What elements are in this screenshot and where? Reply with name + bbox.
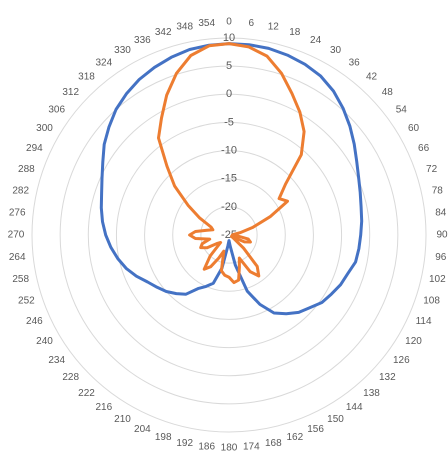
grid-ring-1 — [200, 206, 258, 264]
angle-label-5: 30 — [330, 45, 342, 56]
angle-label-8: 48 — [382, 87, 394, 98]
angle-label-50: 300 — [36, 123, 53, 134]
angle-label-24: 144 — [346, 402, 363, 413]
angle-label-1: 6 — [249, 18, 255, 29]
angle-label-18: 108 — [423, 295, 440, 306]
angle-label-36: 216 — [95, 402, 112, 413]
angle-label-59: 354 — [198, 18, 215, 29]
angle-label-15: 90 — [436, 230, 448, 241]
angle-label-49: 294 — [26, 143, 43, 154]
angle-label-48: 288 — [18, 164, 35, 175]
radial-label-4: -5 — [224, 116, 234, 128]
series-group — [99, 42, 364, 316]
angle-label-56: 336 — [134, 35, 151, 46]
angle-label-10: 60 — [408, 123, 420, 134]
angle-label-51: 306 — [48, 104, 65, 115]
angle-label-41: 246 — [26, 316, 43, 327]
radial-label-6: 5 — [226, 60, 232, 72]
angle-label-33: 198 — [155, 432, 172, 443]
angle-label-37: 222 — [78, 388, 95, 399]
angle-label-42: 252 — [18, 295, 35, 306]
series-line-0 — [99, 42, 364, 316]
angle-label-21: 126 — [393, 355, 410, 366]
angle-label-52: 312 — [62, 87, 79, 98]
angle-label-7: 42 — [366, 71, 378, 82]
angle-label-31: 186 — [198, 441, 215, 452]
angle-label-44: 264 — [9, 252, 26, 263]
angle-label-19: 114 — [416, 316, 432, 327]
radial-label-7: 10 — [223, 32, 235, 44]
angle-label-47: 282 — [12, 185, 29, 196]
angle-label-30: 180 — [221, 443, 238, 454]
angle-label-40: 240 — [36, 336, 53, 347]
angle-label-11: 66 — [418, 143, 430, 154]
angle-label-45: 270 — [8, 230, 25, 241]
angle-label-32: 192 — [176, 438, 193, 449]
angle-label-46: 276 — [9, 207, 26, 218]
radial-label-2: -15 — [221, 173, 237, 185]
angle-label-43: 258 — [12, 274, 29, 285]
angle-label-26: 156 — [307, 424, 324, 435]
angle-label-29: 174 — [243, 441, 260, 452]
grid-ring-3 — [144, 150, 314, 320]
angle-label-54: 324 — [95, 57, 112, 68]
angle-label-28: 168 — [265, 438, 282, 449]
angle-label-25: 150 — [327, 414, 344, 425]
angle-label-23: 138 — [363, 388, 380, 399]
angle-label-57: 342 — [155, 27, 172, 38]
angle-label-38: 228 — [62, 372, 79, 383]
angle-label-53: 318 — [78, 71, 95, 82]
angle-label-39: 234 — [48, 355, 65, 366]
series-line-1 — [157, 42, 306, 285]
angle-label-2: 12 — [268, 21, 280, 32]
grid-ring-5 — [87, 93, 371, 377]
angle-label-9: 54 — [396, 104, 408, 115]
angle-label-13: 78 — [432, 185, 444, 196]
radial-grid — [31, 37, 427, 433]
angle-label-17: 102 — [429, 274, 446, 285]
radial-label-1: -20 — [221, 201, 237, 213]
angle-label-14: 84 — [435, 207, 447, 218]
radial-label-5: 0 — [226, 88, 232, 100]
grid-ring-2 — [172, 178, 286, 292]
angle-label-22: 132 — [379, 372, 396, 383]
angle-label-58: 348 — [176, 21, 193, 32]
angle-label-16: 96 — [435, 252, 447, 263]
angle-label-27: 162 — [286, 432, 303, 443]
angle-label-12: 72 — [426, 164, 438, 175]
angle-label-34: 204 — [134, 424, 151, 435]
radial-label-3: -10 — [221, 145, 237, 157]
grid-ring-7 — [31, 37, 427, 433]
angle-label-3: 18 — [289, 27, 301, 38]
angle-label-20: 120 — [405, 336, 422, 347]
angle-label-35: 210 — [114, 414, 131, 425]
angle-label-4: 24 — [310, 35, 322, 46]
grid-ring-6 — [59, 65, 399, 405]
angle-label-0: 0 — [226, 17, 232, 28]
angle-label-6: 36 — [349, 57, 361, 68]
angle-label-55: 330 — [114, 45, 131, 56]
grid-ring-4 — [115, 121, 343, 349]
